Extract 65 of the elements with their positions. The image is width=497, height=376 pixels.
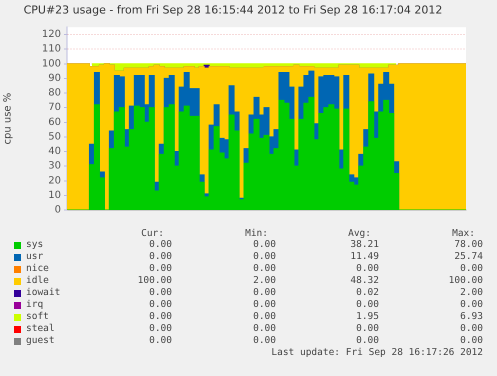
text: 0.00 [149, 311, 172, 323]
y-tick-label: 20 [48, 175, 61, 186]
text: 100.00 [138, 275, 172, 287]
y-tick-label: 90 [48, 72, 61, 84]
legend-label: iowait [26, 287, 60, 299]
legend-label: steal [26, 323, 55, 335]
y-tick-label: 120 [42, 29, 61, 40]
text: 100.00 [448, 275, 483, 287]
text: 48.32 [350, 275, 379, 287]
text: 0.00 [253, 311, 276, 323]
y-tick-label: 60 [48, 116, 61, 128]
text: 0.00 [149, 251, 172, 263]
text: 0.00 [149, 323, 172, 335]
y-tick-label: 0 [54, 204, 61, 216]
legend-label: sys [26, 239, 44, 251]
text: 0.00 [149, 299, 172, 311]
text: Min: [245, 228, 268, 240]
chart-title: CPU#23 usage - from Fri Sep 28 16:15:44 2012 to Fri Sep 28 16:17:04 2012 [24, 3, 442, 16]
text: 6.93 [460, 311, 483, 323]
text: 0.00 [253, 287, 276, 299]
y-tick-label: 80 [48, 88, 61, 99]
text: Avg: [348, 228, 371, 240]
text: 0.00 [149, 287, 172, 299]
y-tick-label: 70 [48, 102, 61, 114]
y-tick-label: 100 [42, 58, 61, 70]
text: 25.74 [454, 251, 483, 263]
text: 0.00 [253, 323, 276, 335]
text: Max: [452, 228, 475, 240]
text: 2.00 [460, 287, 483, 299]
text: 0.00 [149, 239, 172, 251]
y-tick-label: 10 [48, 190, 61, 201]
text: 0.00 [356, 263, 379, 275]
text: 0.00 [253, 251, 276, 263]
text: 38.21 [350, 239, 379, 251]
text: 0.00 [253, 335, 276, 347]
text: 0.00 [460, 299, 483, 311]
text: Cur: [141, 228, 164, 240]
legend-label: guest [26, 335, 55, 347]
text: Last update: Fri Sep 28 16:17:26 2012 [271, 347, 483, 359]
legend-label: idle [26, 275, 49, 287]
text: 0.00 [460, 335, 483, 347]
legend-label: nice [26, 263, 49, 275]
text: 0.00 [149, 335, 172, 347]
legend-label: irq [26, 299, 44, 311]
text: 0.00 [356, 323, 379, 335]
text: 0.00 [460, 263, 483, 275]
text: 2.00 [253, 275, 276, 287]
text: 1.95 [356, 311, 379, 323]
y-tick-label: 50 [48, 131, 61, 142]
text: 0.00 [149, 263, 172, 275]
text: 0.00 [253, 239, 276, 251]
legend-label: usr [26, 251, 44, 263]
y-axis-title: cpu use % [2, 92, 14, 144]
text: 0.02 [356, 287, 379, 299]
y-tick-label: 30 [48, 160, 61, 172]
text: 0.00 [356, 335, 379, 347]
text: 0.00 [253, 263, 276, 275]
text: 0.00 [253, 299, 276, 311]
y-tick-label: 110 [42, 44, 61, 55]
text: 0.00 [356, 299, 379, 311]
y-tick-label: 40 [48, 146, 61, 158]
legend-label: soft [26, 311, 49, 323]
text: 0.00 [460, 323, 483, 335]
text: 78.00 [454, 239, 483, 251]
text: 11.49 [350, 251, 379, 263]
